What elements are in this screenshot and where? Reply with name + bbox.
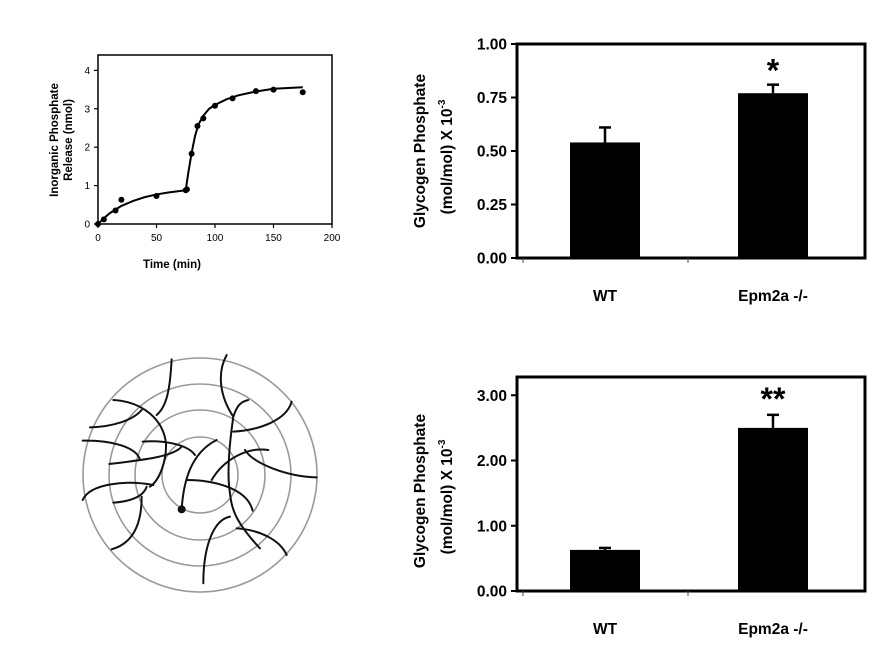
y-tick-label: 1.00 [477,518,507,535]
x-tick-label: 150 [265,233,282,244]
ring-inner [161,436,239,514]
data-point [95,221,101,227]
data-point [100,216,107,223]
x-category-label: WT [593,621,618,638]
plot-frame [515,42,867,260]
x-category-label: WT [593,288,618,305]
data-point [252,88,259,95]
bar-epm2a [738,427,808,591]
data-point [183,186,190,193]
chain [141,440,196,456]
y-tick-label: 4 [84,66,90,77]
data-point [212,102,218,109]
chain [202,515,231,585]
y-tick-label: 0.00 [477,584,507,601]
plot-frame [97,54,333,225]
significance-marker: ** [761,381,786,417]
data-point [118,196,125,203]
ring-outer [82,357,318,593]
y-axis-label-line1: Glycogen Phosphate [412,74,429,229]
data-point [270,86,277,93]
bar-wt [570,142,640,258]
y-tick-label: 0.75 [477,90,508,107]
data-point [153,192,160,199]
y-axis-label-line2: (mol/mol) X 10-3 [437,439,456,554]
y-tick-label: 0.50 [477,144,507,161]
concentric-rings [82,357,318,593]
data-point [299,89,306,96]
x-tick-label: 100 [207,233,224,244]
glycogen-phosphate-chart-top: 0.00 0.25 0.50 0.75 1.00 WT Epm2a -/- * Glycoge… [412,37,867,305]
y-tick-label: 3 [84,104,90,115]
y-axis-label-line1: Inorganic Phosphate [49,83,61,197]
y-axis-label-line2: Release (nmol) [63,99,75,181]
chain [235,527,288,556]
data-point [200,115,207,122]
chain [155,358,173,416]
chain [81,439,141,461]
chain [243,448,318,479]
y-axis-label-units: (mol/mol) X 10 [439,108,456,214]
data-point [194,123,201,130]
chain [88,408,143,429]
glucose-chains [81,353,318,585]
glycogen-phosphate-chart-bottom: 0.00 1.00 2.00 3.00 WT Epm2a -/- ** Glycogen P… [412,375,867,638]
bar-epm2a [738,93,808,258]
x-tick-label: 200 [324,233,341,244]
x-tick-label: 0 [95,233,101,244]
y-tick-label: 1 [84,181,90,192]
fit-curve-line [97,86,303,225]
chain [232,398,250,418]
phosphate-release-chart: 0 50 100 150 200 0 1 2 3 4 Time (min) Inorganic P… [49,54,341,271]
y-tick-label: 2 [84,143,90,154]
glycogen-structure-diagram [81,353,318,593]
x-category-label: Epm2a -/- [738,621,808,638]
x-axis-label: Time (min) [143,259,201,271]
y-tick-label: 2.00 [477,453,507,470]
bar-wt [570,549,640,591]
y-tick-label: 0.00 [477,251,507,268]
chain [108,445,183,465]
chain [180,438,218,511]
y-axis-label-exponent: -3 [437,439,448,448]
x-tick-label: 50 [151,233,163,244]
chain [210,448,270,481]
y-axis-label-line2: (mol/mol) X 10-3 [437,99,456,214]
data-point [112,207,119,214]
significance-marker: * [767,53,780,89]
x-category-label: Epm2a -/- [738,288,808,305]
chain [185,478,254,512]
y-tick-label: 3.00 [477,388,507,405]
chain [219,353,261,550]
data-point [229,95,236,102]
chain [110,495,143,551]
y-tick-label: 0.25 [477,197,508,214]
glycogenin-core-dot [177,505,186,514]
chain [112,485,148,504]
chain [81,481,155,501]
chain [232,400,293,433]
chain [112,398,167,488]
y-axis-label-exponent: -3 [437,99,448,108]
ring-3 [108,383,292,567]
y-axis-label-units: (mol/mol) X 10 [439,448,456,554]
data-point [188,150,195,157]
y-tick-label: 0 [84,220,90,231]
y-tick-label: 1.00 [477,37,507,54]
plot-frame [515,375,867,593]
ring-2 [134,409,266,541]
y-axis-label-line1: Glycogen Phosphate [412,414,429,569]
